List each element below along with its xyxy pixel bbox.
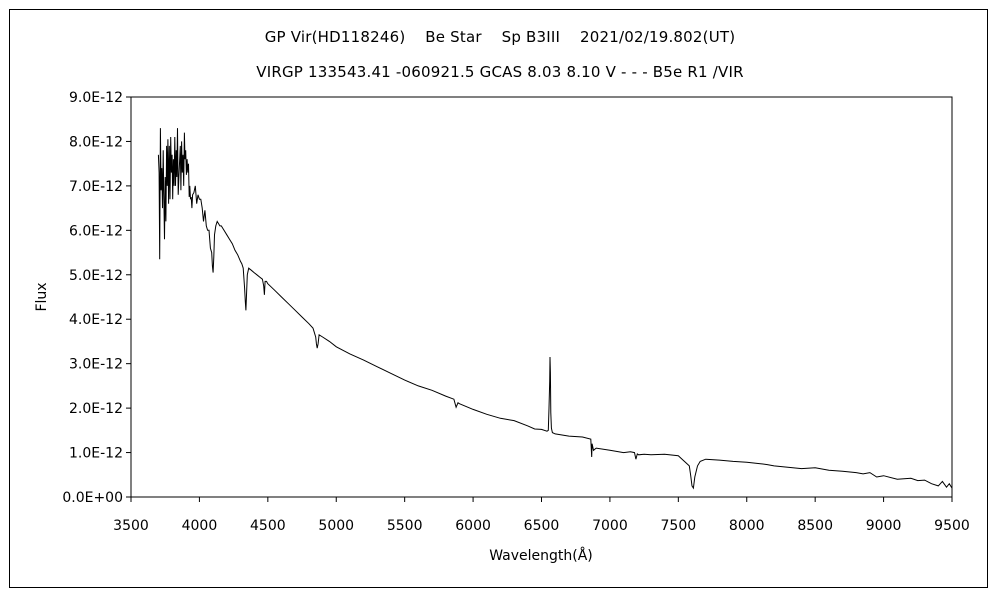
x-tick-label: 7500 (661, 518, 697, 534)
y-axis-ticks: 0.0E+00 1.0E-12 2.0E-12 3.0E-12 4.0E-12 5.0E-… (62, 90, 131, 506)
x-tick-label: 6000 (455, 518, 491, 534)
x-tick-label: 4500 (250, 518, 286, 534)
y-tick-label: 1.0E-12 (69, 446, 123, 462)
x-tick-label: 6500 (524, 518, 560, 534)
x-tick-label: 5500 (387, 518, 423, 534)
flux-series-line (157, 128, 953, 490)
y-tick-label: 8.0E-12 (69, 134, 123, 150)
plot-area (130, 96, 953, 498)
x-tick-label: 7000 (592, 518, 628, 534)
x-tick-label: 3500 (113, 518, 149, 534)
x-tick-label: 4000 (182, 518, 218, 534)
chart-title: GP Vir(HD118246) Be Star Sp B3III 2021/0… (264, 28, 736, 46)
x-tick-label: 8000 (729, 518, 765, 534)
y-tick-label: 7.0E-12 (69, 179, 123, 195)
y-tick-label: 5.0E-12 (69, 268, 123, 284)
y-axis-label: Flux (34, 282, 50, 311)
y-tick-label: 2.0E-12 (69, 401, 123, 417)
x-axis-ticks: 3500 4000 4500 5000 5500 6000 6500 7000 7500 8000… (113, 497, 970, 534)
y-tick-label: 3.0E-12 (69, 357, 123, 373)
x-tick-label: 5000 (318, 518, 354, 534)
x-tick-label: 9000 (866, 518, 902, 534)
x-axis-label: Wavelength(Å) (489, 547, 593, 564)
x-tick-label: 9500 (934, 518, 970, 534)
y-tick-label: 0.0E+00 (62, 490, 123, 506)
x-tick-label: 8500 (797, 518, 833, 534)
y-tick-label: 9.0E-12 (69, 90, 123, 106)
y-tick-label: 4.0E-12 (69, 312, 123, 328)
chart-subtitle: VIRGP 133543.41 -060921.5 GCAS 8.03 8.10… (256, 63, 744, 81)
y-tick-label: 6.0E-12 (69, 223, 123, 239)
chart-frame (9, 9, 988, 588)
